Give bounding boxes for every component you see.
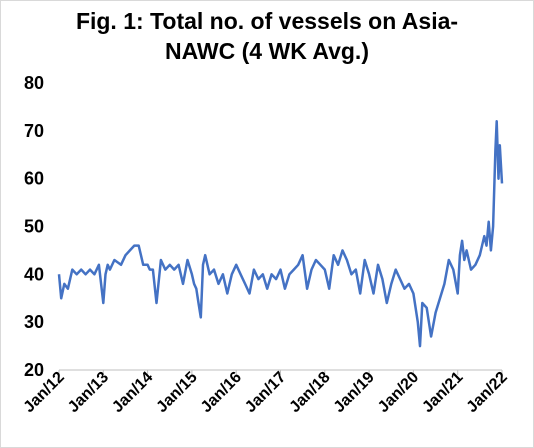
y-tick-label: 20 [24, 360, 44, 380]
series-line [57, 120, 504, 348]
x-tick-label: Jan/18 [286, 369, 333, 416]
x-tick-label: Jan/17 [242, 369, 289, 416]
series-layer [57, 120, 504, 348]
x-tick-label: Jan/16 [198, 369, 245, 416]
chart-title-line-2: NAWC (4 WK Avg.) [164, 38, 369, 64]
y-tick-label: 40 [24, 264, 44, 284]
chart-title-line-1: Fig. 1: Total no. of vessels on Asia- [75, 8, 459, 34]
x-tick-label: Jan/13 [65, 369, 112, 416]
y-axis: 20 30 40 50 60 70 80 [24, 73, 44, 380]
x-tick-label: Jan/21 [419, 369, 466, 416]
x-tick-label: Jan/19 [331, 369, 378, 416]
x-tick-label: Jan/20 [375, 369, 422, 416]
x-tick-label: Jan/22 [464, 369, 511, 416]
x-axis: Jan/12Jan/13Jan/14Jan/15Jan/16Jan/17Jan/… [21, 369, 511, 416]
chart-title: Fig. 1: Total no. of vessels on Asia- NA… [0, 6, 534, 66]
x-tick-label: Jan/14 [109, 369, 156, 416]
y-tick-label: 30 [24, 312, 44, 332]
y-tick-label: 60 [24, 169, 44, 189]
y-tick-label: 80 [24, 73, 44, 93]
y-tick-label: 50 [24, 217, 44, 237]
x-tick-label: Jan/15 [153, 369, 200, 416]
y-tick-label: 70 [24, 121, 44, 141]
